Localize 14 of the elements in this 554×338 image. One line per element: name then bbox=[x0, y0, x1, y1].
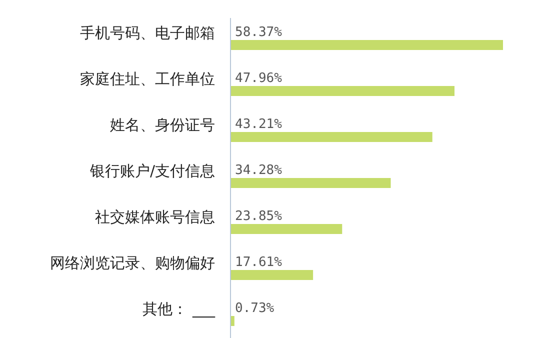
data-label: 17.61% bbox=[235, 255, 282, 270]
y-tick-label: 网络浏览记录、购物偏好 bbox=[50, 254, 215, 272]
data-label: 43.21% bbox=[235, 117, 282, 132]
data-label: 47.96% bbox=[235, 71, 282, 86]
y-tick-label: 手机号码、电子邮箱 bbox=[80, 24, 215, 42]
data-label: 0.73% bbox=[235, 301, 274, 316]
y-tick-label: 银行账户/支付信息 bbox=[88, 162, 215, 180]
data-label: 58.37% bbox=[235, 25, 282, 40]
data-label: 34.28% bbox=[235, 163, 282, 178]
data-label: 23.85% bbox=[235, 209, 282, 224]
y-tick-label: 姓名、身份证号 bbox=[110, 116, 215, 134]
y-tick-label: 家庭住址、工作单位 bbox=[80, 70, 215, 88]
y-tick-label: 社交媒体账号信息 bbox=[95, 208, 215, 226]
y-tick-label: 其他： ___ bbox=[142, 300, 216, 318]
